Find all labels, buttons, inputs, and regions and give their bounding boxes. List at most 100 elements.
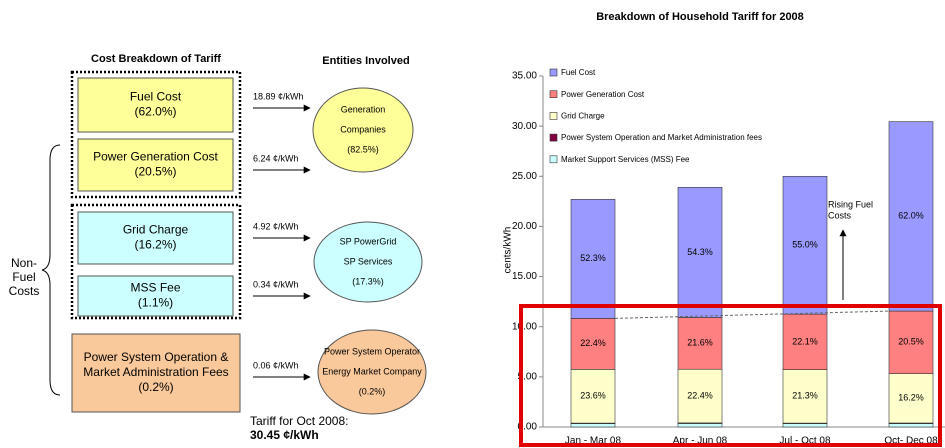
rate-label: 18.89 ¢/kWh [253, 91, 304, 101]
chart: Breakdown of Household Tariff for 2008 ce… [503, 11, 945, 447]
entity-label: (17.3%) [352, 276, 384, 286]
rate-label: 6.24 ¢/kWh [253, 153, 299, 163]
cost-label: (0.2%) [138, 380, 173, 394]
bar-segment [570, 369, 616, 424]
bar-segment [782, 423, 828, 428]
cost-box [77, 211, 234, 265]
y-tick-label: 0.00 [518, 422, 538, 433]
rate-label: 0.34 ¢/kWh [253, 279, 299, 289]
cost-label: Market Administration Fees [83, 365, 228, 379]
cost-label: Grid Charge [123, 223, 189, 237]
legend-label: Grid Charge [561, 112, 605, 121]
annotation: Costs [828, 210, 852, 220]
entity-label: Power System Operator [324, 346, 420, 356]
y-tick-label: 30.00 [512, 121, 537, 132]
entity-label: SP PowerGrid [340, 236, 397, 246]
entity [313, 221, 423, 303]
legend-swatch [549, 112, 558, 120]
segment-label: 22.1% [792, 336, 818, 346]
segment-label: 21.6% [687, 338, 713, 348]
x-tick-label: Oct- Dec 08 [884, 436, 938, 447]
entity [317, 329, 427, 415]
bar-segment [677, 187, 723, 318]
y-tick-label: 35.00 [512, 71, 537, 82]
x-tick-label: Apr - Jun 08 [673, 436, 728, 447]
brace [41, 144, 61, 396]
trend-line [614, 310, 890, 319]
group-box [70, 70, 242, 199]
bar-segment [888, 423, 934, 428]
y-tick-label: 10.00 [512, 321, 537, 332]
y-tick-label: 20.00 [512, 221, 537, 232]
entity-label: (0.2%) [359, 386, 386, 396]
bar-segment [570, 423, 616, 428]
segment-label: 16.2% [898, 393, 924, 403]
entity-label: SP Services [344, 256, 393, 266]
segment-label: 54.3% [687, 247, 713, 257]
entity-label: (82.5%) [347, 144, 379, 154]
rate-label: 0.06 ¢/kWh [253, 360, 299, 370]
chart-title: Breakdown of Household Tariff for 2008 [596, 11, 804, 23]
y-tick-label: 25.00 [512, 171, 537, 182]
bar-segment [782, 175, 828, 315]
bar-segment [888, 310, 934, 374]
group-box [70, 203, 242, 320]
legend-swatch [549, 133, 558, 142]
legend-label: Power Generation Cost [561, 90, 645, 99]
legend-label: Market Support Services (MSS) Fee [561, 155, 690, 164]
legend-swatch [549, 90, 558, 98]
segment-label: 21.3% [792, 391, 818, 401]
legend-swatch [549, 155, 558, 164]
y-tick-label: 15.00 [512, 271, 537, 282]
segment-label: 22.4% [580, 338, 606, 348]
tariff-note: Tariff for Oct 2008: [250, 414, 349, 428]
cost-label: Power Generation Cost [93, 150, 218, 164]
entity-label: Energy Market Company [322, 366, 422, 376]
bar-segment [677, 368, 723, 424]
cost-box [71, 333, 241, 413]
bar-segment [888, 373, 934, 424]
segment-label: 22.4% [687, 390, 713, 400]
non-fuel-label: Non- [11, 256, 37, 270]
cost-label: Fuel Cost [130, 90, 182, 104]
bar-segment [570, 199, 616, 319]
rate-label: 4.92 ¢/kWh [253, 221, 299, 231]
segment-label: 52.3% [580, 253, 606, 263]
segment-label: 62.0% [898, 211, 924, 221]
entity-label: Companies [340, 124, 386, 134]
legend-label: Fuel Cost [561, 68, 596, 77]
entity [312, 87, 414, 173]
legend-swatch [549, 68, 558, 77]
y-tick-label: 5.00 [518, 371, 538, 382]
cost-label: (1.1%) [138, 296, 173, 310]
segment-label: 55.0% [792, 240, 818, 250]
bar-segment [677, 423, 723, 428]
legend-label: Power System Operation and Market Admini… [561, 133, 762, 142]
x-tick-label: Jul - Oct 08 [779, 436, 831, 447]
tariff-note: 30.45 ¢/kWh [250, 428, 319, 442]
bar-segment [570, 318, 616, 370]
non-fuel-label: Costs [9, 284, 40, 298]
segment-label: 20.5% [898, 337, 924, 347]
cost-box [77, 77, 234, 133]
right-header: Entities Involved [322, 55, 409, 67]
entity-label: Generation [341, 104, 386, 114]
cost-label: (62.0%) [134, 105, 176, 119]
diagram: Cost Breakdown of Tariff Entities Involv… [9, 53, 427, 442]
bar-segment [677, 317, 723, 370]
cost-label: Power System Operation & [84, 350, 229, 364]
bar-segment [782, 313, 828, 370]
x-tick-label: Jan - Mar 08 [565, 436, 622, 447]
annotation: Rising Fuel [828, 199, 873, 209]
cost-label: MSS Fee [130, 281, 180, 295]
cost-box [77, 138, 234, 192]
cost-label: (16.2%) [134, 238, 176, 252]
non-fuel-label: Fuel [12, 270, 35, 284]
highlight-box [519, 304, 942, 447]
bar-segment [888, 121, 934, 312]
segment-label: 23.6% [580, 391, 606, 401]
y-axis-label: cents/kWh [503, 227, 514, 274]
left-header: Cost Breakdown of Tariff [91, 53, 221, 65]
cost-box [77, 275, 234, 317]
